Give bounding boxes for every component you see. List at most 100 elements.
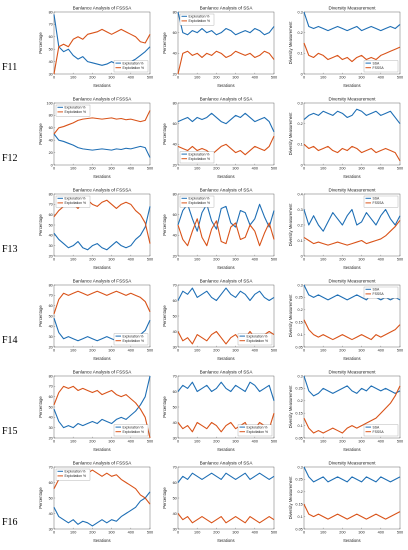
x-tick-label: 300 <box>108 531 114 535</box>
x-tick-label: 400 <box>378 167 384 171</box>
y-axis-label: Percentage <box>162 305 167 327</box>
legend: Exploration %Exploitation % <box>179 195 215 208</box>
y-tick-label: 30 <box>49 72 53 76</box>
legend-entry: Exploitation % <box>189 19 211 23</box>
chart-title: Diversity Measurement <box>329 97 377 102</box>
x-tick-label: 200 <box>213 167 219 171</box>
x-axis-label: Iterations <box>93 356 110 361</box>
x-tick-label: 0 <box>53 76 55 80</box>
y-tick-label: 60 <box>49 213 53 217</box>
x-tick-label: 300 <box>232 167 238 171</box>
y-tick-label: 30 <box>49 244 53 248</box>
legend-entry: Exploration % <box>65 197 86 201</box>
x-tick-label: 200 <box>213 76 219 80</box>
y-tick-label: 0.2 <box>298 308 303 312</box>
y-axis-label: Diversity Measurement <box>288 294 293 338</box>
x-tick-label: 400 <box>378 258 384 262</box>
legend-entry: Exploitation % <box>247 430 269 434</box>
y-tick-label: 80 <box>173 101 177 105</box>
chart-f13-0: Banlance Analysis of FSSSA 0 100 200 300 400 5… <box>38 188 153 271</box>
y-tick-label: 0 <box>301 72 303 76</box>
chart-f13-2: Diversity Measurement 0 100 200 300 400 500 0 0.… <box>288 188 403 271</box>
y-tick-label: 50 <box>49 496 53 500</box>
legend-box <box>113 60 149 73</box>
legend-entry: FSSSA <box>373 66 385 70</box>
legend-entry: Exploitation % <box>189 201 211 205</box>
x-tick-label: 400 <box>128 76 134 80</box>
x-tick-label: 300 <box>232 531 238 535</box>
y-tick-label: 0.05 <box>295 436 302 440</box>
legend-box <box>55 468 91 481</box>
y-tick-label: 70 <box>173 465 177 469</box>
x-axis-label: Iterations <box>343 356 360 361</box>
x-tick-label: 0 <box>177 349 179 353</box>
x-tick-label: 200 <box>89 258 95 262</box>
x-tick-label: 300 <box>358 258 364 262</box>
series-line-exploitation <box>53 110 151 135</box>
x-axis-label: Iterations <box>217 265 234 270</box>
x-tick-label: 0 <box>177 76 179 80</box>
y-tick-label: 0.15 <box>295 503 302 507</box>
y-tick-label: 0.2 <box>298 122 303 126</box>
x-tick-label: 200 <box>213 349 219 353</box>
y-tick-label: 40 <box>49 512 53 516</box>
x-tick-label: 300 <box>358 76 364 80</box>
series-line-exploration <box>177 203 275 232</box>
y-tick-label: 0.4 <box>298 192 303 196</box>
chart-title: Banlance Analysis of FSSSA <box>73 461 133 466</box>
series-line-ssa <box>303 208 401 232</box>
y-tick-label: 20 <box>173 254 177 258</box>
x-tick-label: 400 <box>252 167 258 171</box>
y-tick-label: 60 <box>49 395 53 399</box>
y-axis-label: Diversity Measurement <box>288 203 293 247</box>
x-tick-label: 400 <box>252 440 258 444</box>
x-tick-label: 0 <box>53 258 55 262</box>
chart-title: Banlance Analysis of SSA <box>200 188 254 193</box>
x-tick-label: 0 <box>53 531 55 535</box>
x-tick-label: 400 <box>128 167 134 171</box>
x-tick-label: 500 <box>271 76 277 80</box>
x-axis-label: Iterations <box>217 356 234 361</box>
y-axis-label: Diversity Measurement <box>288 476 293 520</box>
x-axis-label: Iterations <box>93 447 110 452</box>
x-tick-label: 500 <box>271 349 277 353</box>
y-tick-label: 80 <box>173 10 177 14</box>
x-tick-label: 300 <box>232 440 238 444</box>
x-tick-label: 500 <box>397 258 403 262</box>
y-tick-label: 0.3 <box>298 374 303 378</box>
y-tick-label: 20 <box>173 163 177 167</box>
legend-box <box>113 333 149 346</box>
y-axis-label: Percentage <box>38 396 43 418</box>
x-tick-label: 200 <box>89 76 95 80</box>
x-axis-label: Iterations <box>217 174 234 179</box>
y-tick-label: 0.25 <box>295 387 302 391</box>
x-tick-label: 300 <box>232 349 238 353</box>
chart-f12-2: Diversity Measurement 0 100 200 300 400 500 0 0.… <box>288 97 403 180</box>
legend-entry: Exploitation % <box>65 201 87 205</box>
y-tick-label: 80 <box>173 192 177 196</box>
plot-area <box>177 466 275 530</box>
chart-title: Banlance Analysis of FSSSA <box>73 279 133 284</box>
x-tick-label: 100 <box>70 349 76 353</box>
legend-entry: SSA <box>373 197 381 201</box>
chart-f14-1: Banlance Analysis of SSA 0 100 200 300 400 500… <box>162 279 277 362</box>
y-axis-label: Percentage <box>162 123 167 145</box>
y-tick-label: 100 <box>46 101 52 105</box>
series-line-exploitation <box>177 413 275 433</box>
x-tick-label: 500 <box>271 440 277 444</box>
x-tick-label: 200 <box>89 167 95 171</box>
row-label-f14: F14 <box>2 335 18 346</box>
x-tick-label: 200 <box>339 76 345 80</box>
series-line-exploration <box>53 491 151 527</box>
x-axis-label: Iterations <box>93 174 110 179</box>
chart-title: Banlance Analysis of SSA <box>200 6 254 11</box>
x-axis-label: Iterations <box>217 538 234 543</box>
chart-f11-0: Banlance Analysis of FSSSA 0 100 200 300 400 5… <box>38 6 153 89</box>
y-tick-label: 20 <box>49 254 53 258</box>
legend: Exploration %Exploitation % <box>179 13 215 26</box>
plot-area <box>303 466 401 530</box>
y-tick-label: 30 <box>173 345 177 349</box>
series-line-exploration <box>177 472 275 483</box>
x-tick-label: 100 <box>320 531 326 535</box>
